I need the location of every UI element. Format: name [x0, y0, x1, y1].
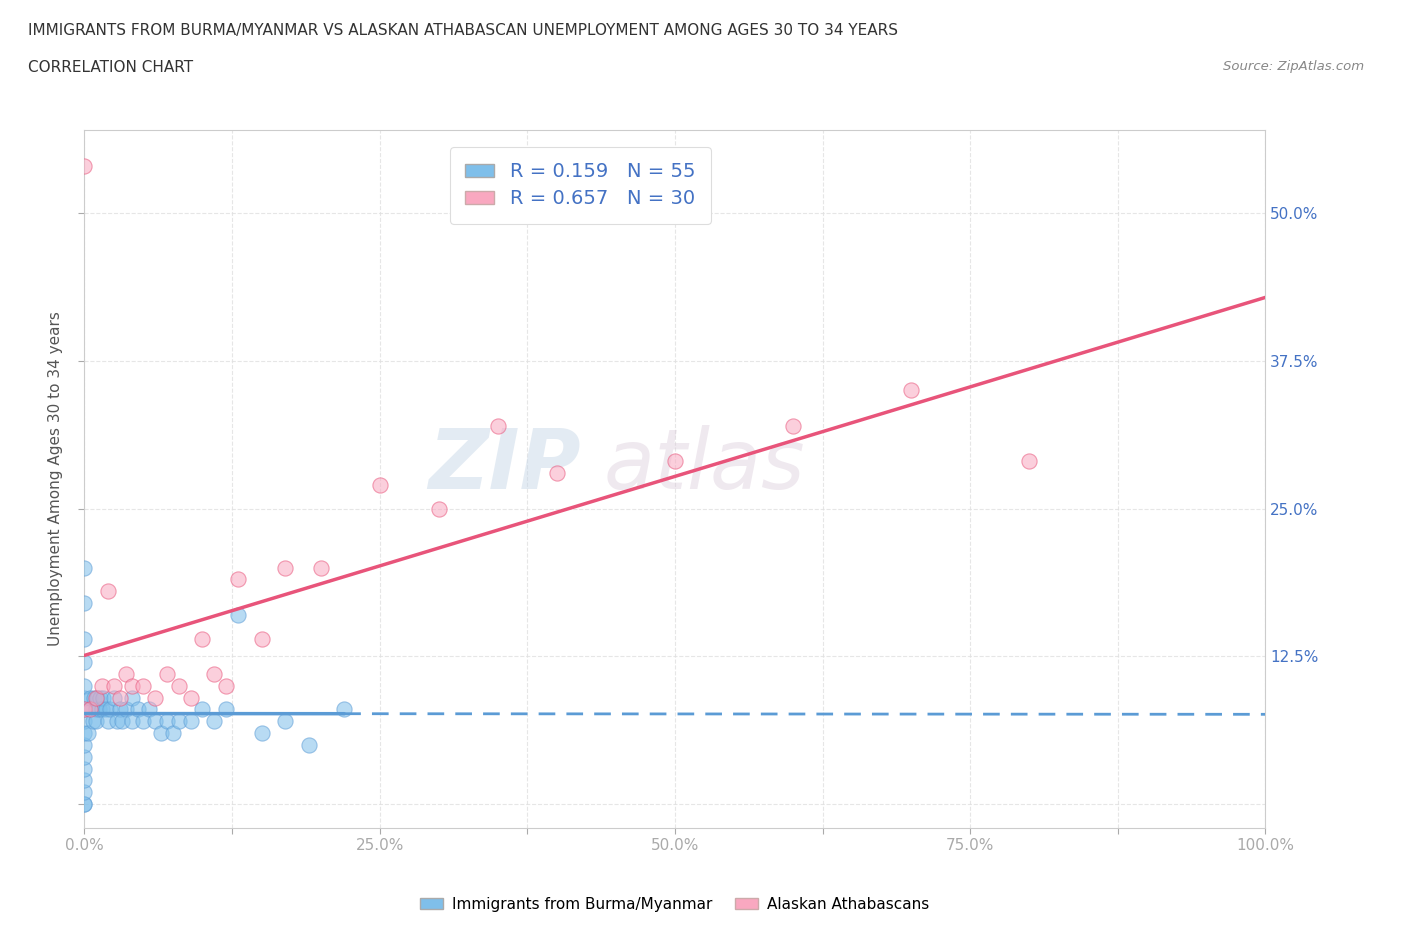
- Legend: R = 0.159   N = 55, R = 0.657   N = 30: R = 0.159 N = 55, R = 0.657 N = 30: [450, 147, 711, 224]
- Point: [73, 761, 96, 776]
- Point: [73, 560, 96, 575]
- Text: atlas: atlas: [605, 424, 806, 506]
- Point: [77, 725, 100, 740]
- Point: [79, 702, 101, 717]
- Point: [73, 785, 96, 800]
- Point: [664, 454, 686, 469]
- Point: [84, 690, 107, 705]
- Point: [191, 702, 214, 717]
- Point: [73, 678, 96, 693]
- Point: [486, 418, 509, 433]
- Point: [202, 667, 225, 682]
- Point: [84, 714, 107, 729]
- Point: [121, 714, 143, 729]
- Point: [103, 678, 125, 693]
- Point: [121, 690, 143, 705]
- Point: [108, 690, 131, 705]
- Point: [111, 714, 134, 729]
- Point: [79, 690, 101, 705]
- Point: [274, 560, 297, 575]
- Point: [83, 690, 105, 705]
- Point: [73, 773, 96, 788]
- Point: [250, 631, 273, 646]
- Point: [82, 714, 104, 729]
- Point: [73, 702, 96, 717]
- Point: [215, 702, 238, 717]
- Point: [1018, 454, 1040, 469]
- Point: [91, 690, 114, 705]
- Point: [108, 702, 131, 717]
- Point: [368, 477, 391, 492]
- Point: [132, 714, 155, 729]
- Point: [180, 690, 202, 705]
- Point: [97, 584, 120, 599]
- Point: [73, 797, 96, 812]
- Point: [114, 667, 136, 682]
- Text: IMMIGRANTS FROM BURMA/MYANMAR VS ALASKAN ATHABASCAN UNEMPLOYMENT AMONG AGES 30 T: IMMIGRANTS FROM BURMA/MYANMAR VS ALASKAN…: [28, 23, 898, 38]
- Point: [167, 678, 190, 693]
- Point: [73, 655, 96, 670]
- Point: [226, 572, 249, 587]
- Point: [87, 702, 110, 717]
- Point: [91, 702, 114, 717]
- Point: [156, 667, 179, 682]
- Point: [215, 678, 238, 693]
- Point: [250, 725, 273, 740]
- Y-axis label: Unemployment Among Ages 30 to 34 years: Unemployment Among Ages 30 to 34 years: [48, 312, 63, 646]
- Text: ZIP: ZIP: [427, 424, 581, 506]
- Point: [94, 702, 117, 717]
- Point: [132, 678, 155, 693]
- Point: [73, 714, 96, 729]
- Point: [86, 690, 108, 705]
- Point: [107, 714, 129, 729]
- Point: [91, 678, 114, 693]
- Point: [162, 725, 184, 740]
- Point: [309, 560, 332, 575]
- Point: [180, 714, 202, 729]
- Point: [73, 690, 96, 705]
- Point: [73, 797, 96, 812]
- Point: [333, 702, 356, 717]
- Point: [127, 702, 149, 717]
- Point: [73, 737, 96, 752]
- Point: [546, 466, 568, 481]
- Point: [73, 595, 96, 610]
- Legend: Immigrants from Burma/Myanmar, Alaskan Athabascans: Immigrants from Burma/Myanmar, Alaskan A…: [413, 891, 936, 918]
- Point: [298, 737, 321, 752]
- Point: [98, 702, 121, 717]
- Point: [167, 714, 190, 729]
- Text: CORRELATION CHART: CORRELATION CHART: [28, 60, 193, 75]
- Point: [782, 418, 804, 433]
- Point: [121, 678, 143, 693]
- Point: [73, 631, 96, 646]
- Point: [156, 714, 179, 729]
- Point: [202, 714, 225, 729]
- Point: [900, 383, 922, 398]
- Point: [73, 725, 96, 740]
- Point: [138, 702, 160, 717]
- Text: Source: ZipAtlas.com: Source: ZipAtlas.com: [1223, 60, 1364, 73]
- Point: [427, 501, 450, 516]
- Point: [143, 690, 166, 705]
- Point: [226, 607, 249, 622]
- Point: [143, 714, 166, 729]
- Point: [274, 714, 297, 729]
- Point: [97, 714, 120, 729]
- Point: [103, 690, 125, 705]
- Point: [73, 750, 96, 764]
- Point: [73, 702, 96, 717]
- Point: [114, 702, 136, 717]
- Point: [89, 690, 111, 705]
- Point: [150, 725, 173, 740]
- Point: [191, 631, 214, 646]
- Point: [79, 702, 101, 717]
- Point: [73, 158, 96, 173]
- Point: [84, 702, 107, 717]
